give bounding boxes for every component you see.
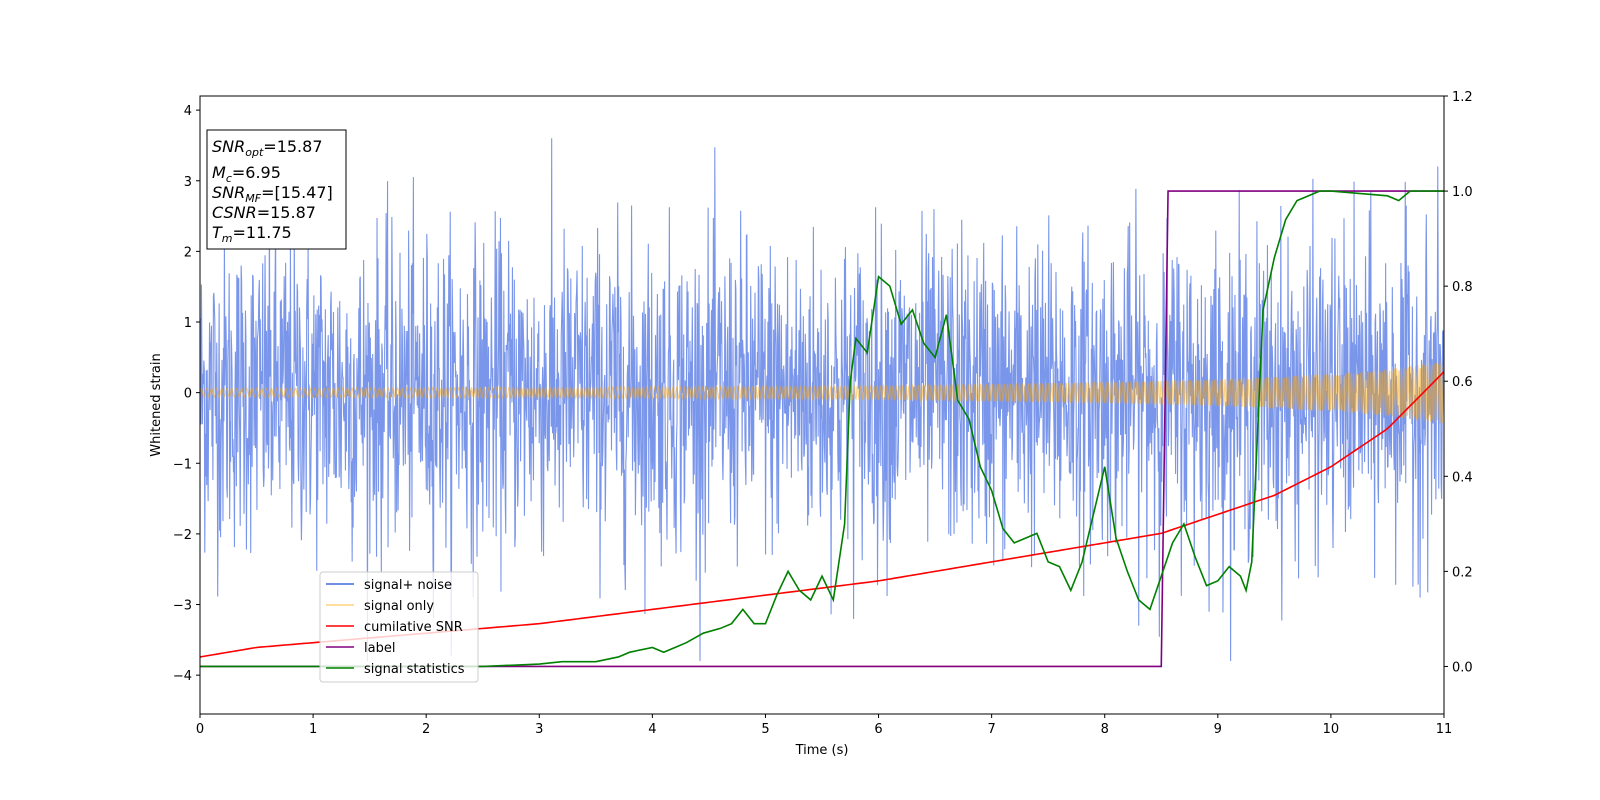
x-tick-label: 5: [761, 722, 769, 737]
y2-tick-label: 0.6: [1452, 375, 1473, 390]
series-signal-only: [200, 361, 1444, 424]
legend: signal+ noise signal only cumilative SNR…: [319, 571, 479, 683]
y-axis-ticks: 4 3 2 1 0 −1 −2 −3 −4: [173, 104, 200, 684]
y-tick-label: 4: [184, 104, 192, 119]
y2-tick-label: 0.0: [1452, 660, 1473, 675]
x-tick-label: 4: [648, 722, 656, 737]
x-axis-ticks: 0 1 2 3 4 5 6 7 8 9 10 11: [196, 714, 1452, 737]
legend-label-cumilative-snr: cumilative SNR: [364, 620, 463, 635]
y-tick-label: −1: [173, 457, 192, 472]
y2-tick-label: 0.2: [1452, 565, 1473, 580]
y-tick-label: −3: [173, 599, 192, 614]
y-tick-label: −2: [173, 528, 192, 543]
info-mc: Mc=6.95: [212, 163, 281, 185]
legend-label-signal-only: signal only: [364, 599, 434, 614]
x-tick-label: 7: [987, 722, 995, 737]
legend-label-signal-noise: signal+ noise: [364, 578, 452, 593]
legend-label-signal-statistics: signal statistics: [364, 662, 465, 677]
y2-tick-label: 0.4: [1452, 470, 1473, 485]
legend-label-label: label: [364, 641, 395, 656]
info-csnr: CSNR=15.87: [212, 203, 316, 222]
series-label: [200, 190, 1444, 668]
y2-tick-label: 1.2: [1452, 90, 1473, 105]
info-box-frame: [206, 129, 347, 250]
info-snr-mf: SNRMF=[15.47]: [212, 183, 333, 205]
x-tick-label: 0: [196, 722, 204, 737]
y-tick-label: 3: [184, 175, 192, 190]
x-tick-label: 3: [535, 722, 543, 737]
series-signal-noise: [200, 138, 1444, 662]
x-tick-label: 8: [1101, 722, 1109, 737]
y2-axis-ticks: 1.2 1.0 0.8 0.6 0.4 0.2 0.0: [1444, 90, 1473, 675]
info-tm: Tm=11.75: [212, 223, 292, 245]
plot-frame: [199, 95, 1445, 715]
x-tick-label: 2: [422, 722, 430, 737]
x-tick-label: 6: [874, 722, 882, 737]
y-tick-label: −4: [173, 669, 192, 684]
y-tick-label: 0: [184, 387, 192, 402]
legend-frame: [319, 571, 479, 683]
y-axis-title: Whitened strain: [149, 353, 164, 456]
info-snr-opt: SNRopt=15.87: [212, 137, 323, 159]
x-tick-label: 1: [309, 722, 317, 737]
y2-tick-label: 1.0: [1452, 185, 1473, 200]
info-box: SNRopt=15.87 Mc=6.95 SNRMF=[15.47] CSNR=…: [206, 129, 347, 250]
y2-tick-label: 0.8: [1452, 280, 1473, 295]
x-tick-label: 11: [1436, 722, 1453, 737]
x-axis-title: Time (s): [795, 743, 849, 758]
y-tick-label: 2: [184, 245, 192, 260]
x-tick-label: 9: [1214, 722, 1222, 737]
series-signal-statistics: [200, 190, 1444, 668]
y-tick-label: 1: [184, 316, 192, 331]
x-tick-label: 10: [1323, 722, 1340, 737]
